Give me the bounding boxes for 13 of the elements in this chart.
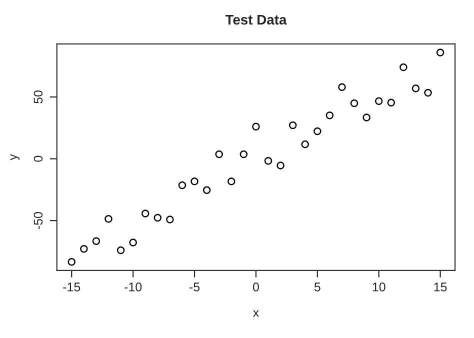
- x-tick-label: 15: [434, 282, 447, 292]
- x-axis-title: x: [252, 310, 259, 317]
- x-tick-label: 5: [314, 282, 320, 292]
- y-tick-label: 50: [34, 90, 43, 104]
- y-axis-title: y: [10, 154, 20, 160]
- chart-title: Test Data: [225, 14, 287, 25]
- y-tick-label: -50: [34, 212, 43, 230]
- x-tick-label: -10: [124, 282, 142, 292]
- x-tick-label: 10: [372, 282, 386, 292]
- x-tick-label: 0: [252, 282, 259, 292]
- y-tick-label: 0: [34, 156, 43, 162]
- x-tick-label: -15: [63, 282, 80, 292]
- x-tick-label: -5: [190, 282, 200, 292]
